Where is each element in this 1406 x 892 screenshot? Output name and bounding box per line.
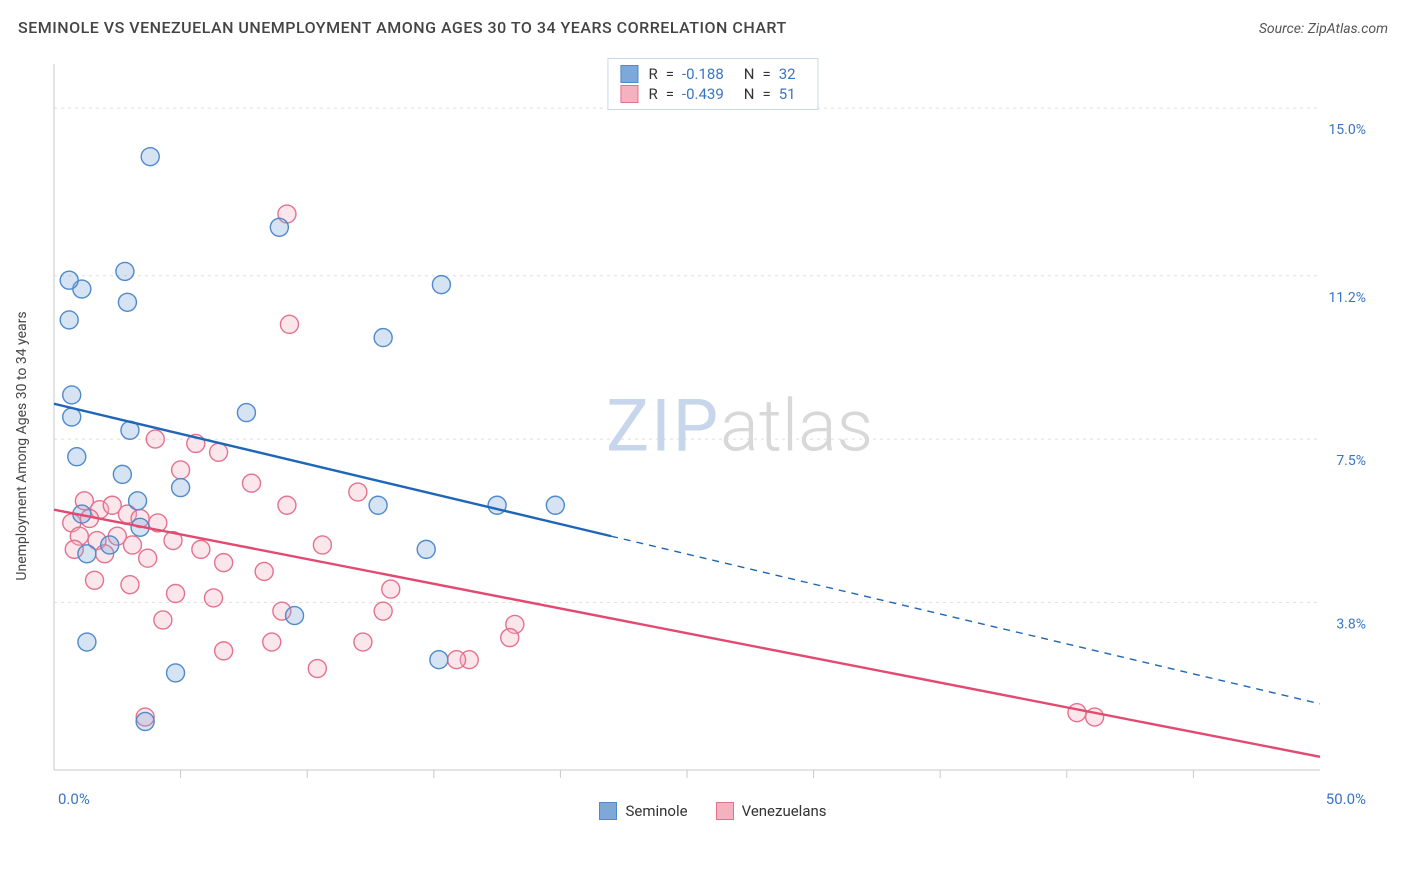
legend-item-seminole: Seminole	[599, 802, 687, 820]
n-label: N	[744, 65, 755, 83]
equals-sign: =	[666, 85, 674, 103]
seminole-n-value: 32	[779, 65, 796, 83]
source-prefix: Source:	[1259, 21, 1308, 37]
seminole-swatch-icon	[620, 65, 638, 83]
seminole-swatch-icon	[599, 802, 617, 820]
r-label: R	[648, 65, 657, 83]
legend-label-seminole: Seminole	[625, 802, 687, 820]
series-legend: Seminole Venezuelans	[48, 802, 1378, 820]
svg-text:7.5%: 7.5%	[1336, 453, 1366, 469]
equals-sign: =	[666, 65, 674, 83]
correlation-legend-row-venezuelans: R = -0.439 N = 51	[620, 85, 805, 103]
equals-sign: =	[762, 65, 770, 83]
source-name: ZipAtlas.com	[1308, 21, 1388, 37]
legend-item-venezuelans: Venezuelans	[716, 802, 827, 820]
chart-svg: 3.8%7.5%11.2%15.0%0.0%50.0%	[48, 56, 1378, 826]
source-label: Source: ZipAtlas.com	[1259, 21, 1388, 37]
plot-area: ZIPatlas 3.8%7.5%11.2%15.0%0.0%50.0% R =…	[48, 56, 1378, 826]
y-axis-label: Unemployment Among Ages 30 to 34 years	[14, 311, 30, 580]
venezuelans-r-value: -0.439	[682, 85, 724, 103]
equals-sign: =	[762, 85, 770, 103]
svg-text:15.0%: 15.0%	[1328, 122, 1366, 138]
venezuelans-swatch-icon	[620, 85, 638, 103]
venezuelans-swatch-icon	[716, 802, 734, 820]
correlation-legend: R = -0.188 N = 32 R = -0.439 N = 51	[607, 58, 818, 110]
venezuelans-n-value: 51	[779, 85, 796, 103]
n-label: N	[744, 85, 755, 103]
legend-label-venezuelans: Venezuelans	[742, 802, 827, 820]
seminole-r-value: -0.188	[682, 65, 724, 83]
chart-title: SEMINOLE VS VENEZUELAN UNEMPLOYMENT AMON…	[18, 18, 787, 37]
r-label: R	[648, 85, 657, 103]
svg-text:11.2%: 11.2%	[1328, 290, 1366, 306]
correlation-legend-row-seminole: R = -0.188 N = 32	[620, 65, 805, 83]
svg-text:3.8%: 3.8%	[1336, 616, 1366, 632]
